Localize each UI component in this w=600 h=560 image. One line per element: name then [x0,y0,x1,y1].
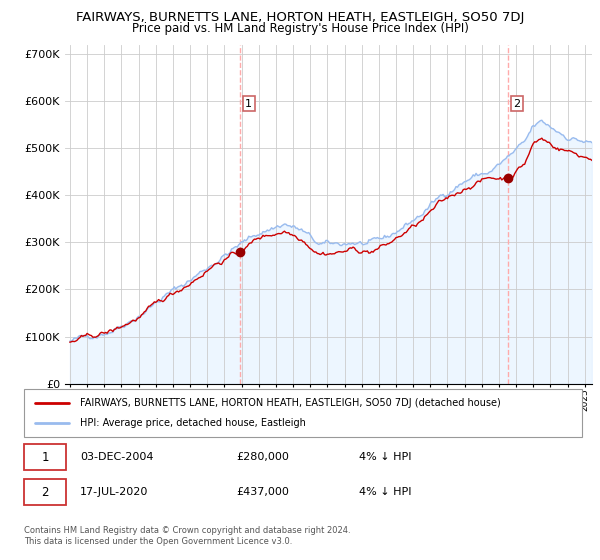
Text: £437,000: £437,000 [236,487,289,497]
Text: 1: 1 [245,99,253,109]
Text: 4% ↓ HPI: 4% ↓ HPI [359,452,412,463]
Text: FAIRWAYS, BURNETTS LANE, HORTON HEATH, EASTLEIGH, SO50 7DJ (detached house): FAIRWAYS, BURNETTS LANE, HORTON HEATH, E… [80,398,500,408]
Text: 2: 2 [41,486,49,499]
Text: 03-DEC-2004: 03-DEC-2004 [80,452,154,463]
FancyBboxPatch shape [24,389,582,437]
Text: Contains HM Land Registry data © Crown copyright and database right 2024.
This d: Contains HM Land Registry data © Crown c… [24,526,350,546]
Text: 4% ↓ HPI: 4% ↓ HPI [359,487,412,497]
Text: £280,000: £280,000 [236,452,289,463]
Text: FAIRWAYS, BURNETTS LANE, HORTON HEATH, EASTLEIGH, SO50 7DJ: FAIRWAYS, BURNETTS LANE, HORTON HEATH, E… [76,11,524,24]
FancyBboxPatch shape [24,445,66,470]
Text: Price paid vs. HM Land Registry's House Price Index (HPI): Price paid vs. HM Land Registry's House … [131,22,469,35]
Text: 1: 1 [41,451,49,464]
Text: HPI: Average price, detached house, Eastleigh: HPI: Average price, detached house, East… [80,418,305,428]
FancyBboxPatch shape [24,479,66,505]
Text: 2: 2 [514,99,520,109]
Text: 17-JUL-2020: 17-JUL-2020 [80,487,148,497]
